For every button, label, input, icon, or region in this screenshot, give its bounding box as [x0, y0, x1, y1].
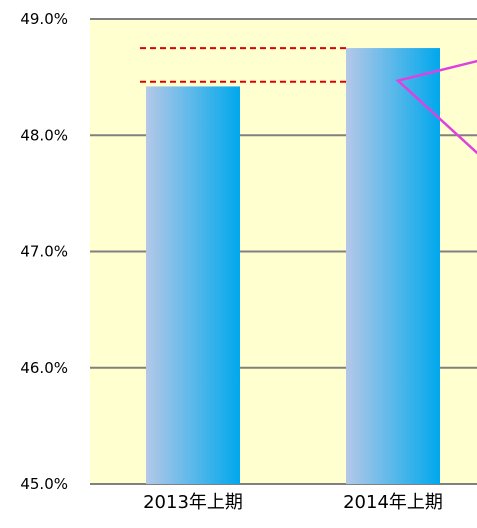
y-tick-label: 48.0%	[20, 126, 68, 144]
y-tick-label: 45.0%	[20, 475, 68, 493]
bar	[146, 86, 240, 485]
x-category-label: 2013年上期	[143, 492, 243, 513]
reference-lines	[140, 47, 348, 83]
x-axis-categories: 2013年上期 2014年上期	[143, 492, 443, 513]
y-tick-label: 46.0%	[20, 359, 68, 377]
bars	[146, 48, 440, 485]
callout-pointer-line	[395, 59, 477, 155]
y-tick-label: 47.0%	[20, 243, 68, 261]
bar	[346, 48, 440, 484]
y-tick-label: 49.0%	[20, 10, 68, 28]
x-category-label: 2014年上期	[343, 492, 443, 513]
y-axis-ticks: 49.0% 48.0% 47.0% 46.0% 45.0%	[20, 10, 68, 493]
callout-pointer	[395, 59, 477, 155]
